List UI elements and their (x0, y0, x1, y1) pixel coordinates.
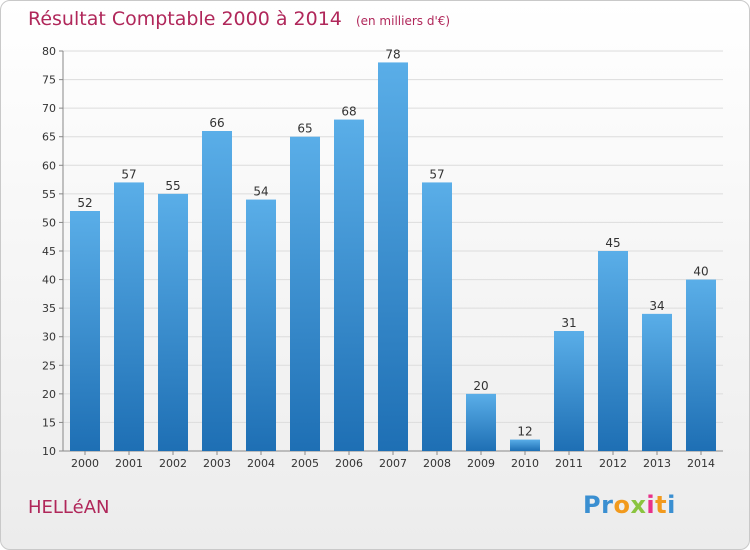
bar-2009 (466, 393, 496, 451)
bar-2011 (554, 331, 584, 451)
logo-letter: r (601, 491, 614, 519)
town-name: HELLéAN (28, 497, 110, 518)
bar-2013 (642, 313, 672, 451)
y-tick-label: 35 (42, 302, 56, 315)
chart-subtitle: (en milliers d'€) (355, 14, 451, 28)
value-label-2006: 68 (341, 105, 356, 119)
x-tick-label-2008: 2008 (423, 457, 451, 470)
value-label-2013: 34 (649, 299, 664, 313)
bar-2004 (246, 199, 276, 451)
logo-letter: P (583, 491, 602, 519)
value-label-2002: 55 (165, 179, 180, 193)
y-tick-label: 65 (42, 131, 56, 144)
y-tick-label: 15 (42, 416, 56, 429)
x-tick-label-2003: 2003 (203, 457, 231, 470)
x-tick-label-2009: 2009 (467, 457, 495, 470)
value-label-2012: 45 (605, 236, 620, 250)
bars (70, 62, 716, 452)
x-tick-label-2007: 2007 (379, 457, 407, 470)
chart-title-block: Résultat Comptable 2000 à 2014 (en milli… (28, 8, 450, 30)
x-tick-label-2004: 2004 (247, 457, 275, 470)
chart-title: Résultat Comptable 2000 à 2014 (28, 8, 342, 30)
value-label-2009: 20 (473, 379, 488, 393)
bar-2010 (510, 439, 540, 451)
x-tick-label-2006: 2006 (335, 457, 363, 470)
y-tick-label: 10 (42, 445, 56, 458)
x-tick-label-2010: 2010 (511, 457, 539, 470)
y-tick-label: 70 (42, 102, 56, 115)
proxiti-logo: Proxiti (583, 491, 676, 519)
bar-2005 (290, 136, 320, 451)
logo-letter: t (655, 491, 668, 519)
value-label-2007: 78 (385, 47, 400, 61)
x-tick-label-2001: 2001 (115, 457, 143, 470)
value-label-2005: 65 (297, 122, 312, 136)
logo-letter: x (630, 491, 647, 519)
value-label-2014: 40 (693, 265, 708, 279)
x-tick-label-2012: 2012 (599, 457, 627, 470)
y-tick-label: 60 (42, 159, 56, 172)
y-tick-label: 45 (42, 245, 56, 258)
value-label-2010: 12 (517, 425, 532, 439)
value-label-2004: 54 (253, 185, 268, 199)
bar-2003 (202, 131, 232, 451)
bar-2012 (598, 251, 628, 451)
y-tick-label: 75 (42, 74, 56, 87)
bar-2000 (70, 211, 100, 451)
y-tick-label: 40 (42, 274, 56, 287)
data-labels: 52 57 55 66 54 65 68 78 57 20 12 31 45 34 40 (77, 47, 708, 438)
y-tick-label: 30 (42, 331, 56, 344)
x-tick-label-2013: 2013 (643, 457, 671, 470)
bar-2008 (422, 182, 452, 451)
x-tick-label-2005: 2005 (291, 457, 319, 470)
value-label-2001: 57 (121, 167, 136, 181)
x-tick-label-2014: 2014 (687, 457, 715, 470)
y-tick-label: 50 (42, 216, 56, 229)
logo-letter: i (646, 491, 656, 519)
value-label-2011: 31 (561, 316, 576, 330)
logo-letter: o (613, 491, 631, 519)
bar-2007 (378, 62, 408, 452)
y-tick-label: 55 (42, 188, 56, 201)
bar-2014 (686, 279, 716, 451)
x-tick-label-2000: 2000 (71, 457, 99, 470)
logo-letter: i (667, 491, 676, 519)
bar-2006 (334, 119, 364, 452)
bar-2002 (158, 193, 188, 451)
x-tick-label-2011: 2011 (555, 457, 583, 470)
value-label-2008: 57 (429, 167, 444, 181)
value-label-2003: 66 (209, 116, 224, 130)
value-label-2000: 52 (77, 196, 92, 210)
bar-2001 (114, 182, 144, 451)
y-tick-label: 20 (42, 388, 56, 401)
y-tick-label: 80 (42, 45, 56, 58)
y-tick-label: 25 (42, 359, 56, 372)
x-tick-label-2002: 2002 (159, 457, 187, 470)
